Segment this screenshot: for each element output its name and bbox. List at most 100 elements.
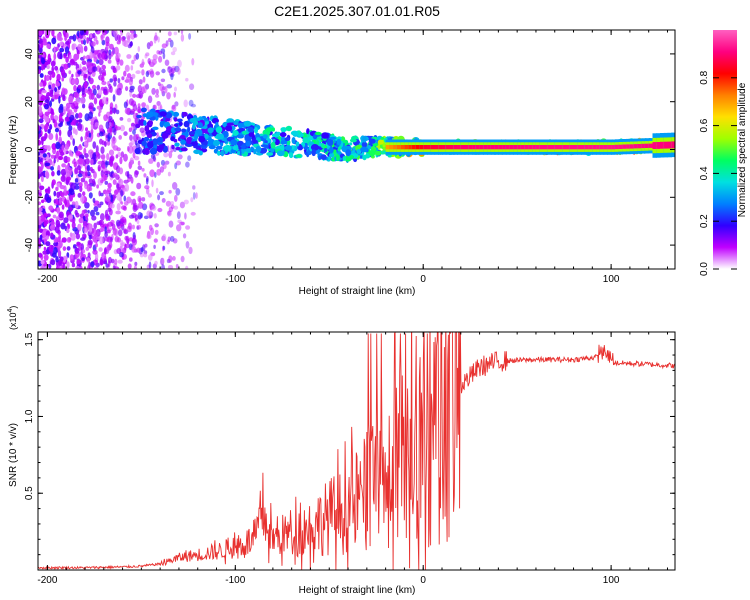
- noise-speckle: [90, 209, 95, 217]
- noise-speckle: [70, 194, 73, 202]
- noise-speckle: [105, 41, 110, 47]
- ridge-band-cell: [547, 145, 552, 150]
- noise-speckle: [128, 98, 134, 106]
- noise-speckle: [81, 257, 85, 261]
- ridge-band-cell: [618, 144, 623, 149]
- noise-speckle: [185, 77, 189, 82]
- noise-speckle: [165, 200, 172, 207]
- noise-speckle: [56, 191, 61, 198]
- noise-speckle: [121, 76, 125, 81]
- noise-speckle: [145, 178, 149, 185]
- noise-speckle: [96, 105, 101, 110]
- ridge-band-cell: [494, 145, 499, 150]
- ridge-blob: [366, 145, 372, 150]
- ridge-band-cell: [396, 145, 402, 150]
- noise-speckle: [146, 233, 152, 240]
- ridge-blob: [280, 127, 288, 132]
- ridge-band-cell: [460, 145, 466, 150]
- ridge-band-cell: [543, 145, 548, 150]
- ridge-blob: [143, 136, 150, 142]
- ridge-blob: [362, 154, 367, 161]
- noise-speckle: [182, 233, 187, 239]
- spectrogram-y-label: Frequency (Hz): [8, 116, 19, 185]
- noise-speckle: [38, 238, 41, 247]
- ridge-band-cell: [671, 141, 675, 149]
- noise-speckle: [128, 127, 132, 133]
- noise-speckle: [67, 110, 71, 118]
- noise-speckle: [158, 55, 163, 63]
- noise-speckle: [100, 154, 106, 160]
- noise-speckle: [90, 261, 95, 268]
- noise-speckle: [56, 33, 62, 41]
- y-tick-label: -20: [24, 190, 35, 205]
- noise-speckle: [95, 243, 98, 248]
- noise-speckle: [162, 233, 167, 242]
- noise-speckle: [66, 190, 70, 195]
- noise-speckle: [77, 145, 83, 151]
- ridge-band-cell: [562, 145, 567, 150]
- noise-speckle: [75, 113, 79, 119]
- noise-speckle: [58, 136, 62, 145]
- ridge-blob: [342, 139, 349, 144]
- noise-speckle: [107, 221, 113, 227]
- ridge-blob: [187, 126, 191, 133]
- noise-speckle: [124, 64, 130, 72]
- noise-speckle: [56, 73, 61, 82]
- ridge-blob: [284, 145, 293, 151]
- noise-speckle: [99, 236, 104, 245]
- ridge-blob: [254, 126, 258, 134]
- noise-speckle: [45, 34, 49, 39]
- noise-speckle: [129, 41, 133, 47]
- snr-series-line: [38, 332, 675, 570]
- noise-speckle: [124, 243, 131, 249]
- ridge-blob: [207, 127, 214, 134]
- ridge-band-cell: [577, 145, 582, 150]
- noise-speckle: [80, 237, 86, 241]
- ridge-blob: [285, 125, 292, 132]
- noise-speckle: [108, 53, 112, 60]
- ridge-band-cell: [539, 145, 545, 150]
- ridge-blob: [208, 145, 216, 150]
- noise-speckle: [136, 247, 141, 253]
- noise-speckle: [112, 74, 117, 82]
- noise-speckle: [100, 34, 104, 41]
- noise-speckle: [169, 72, 175, 78]
- noise-speckle: [90, 41, 96, 47]
- ridge-band-cell: [611, 145, 616, 150]
- noise-speckle: [110, 65, 115, 70]
- noise-speckle: [131, 224, 135, 230]
- noise-speckle: [70, 121, 75, 126]
- noise-speckle: [113, 46, 119, 55]
- noise-speckle: [48, 244, 54, 253]
- noise-speckle: [93, 56, 98, 63]
- noise-speckle: [61, 238, 66, 243]
- noise-speckle: [53, 241, 59, 247]
- ridge-band-cell: [675, 137, 679, 152]
- noise-speckle: [105, 190, 109, 197]
- noise-speckle: [187, 155, 192, 162]
- noise-speckle: [172, 238, 178, 244]
- ridge-band-cell: [566, 145, 571, 150]
- ridge-band-cell: [596, 145, 601, 150]
- ridge-blob: [255, 137, 261, 141]
- noise-speckle: [49, 124, 53, 130]
- noise-speckle: [59, 53, 63, 60]
- noise-speckle: [134, 214, 139, 221]
- noise-speckle: [54, 225, 60, 234]
- noise-speckle: [107, 182, 112, 189]
- ridge-blob: [247, 127, 254, 133]
- noise-speckle: [119, 156, 123, 165]
- noise-speckle: [39, 82, 43, 87]
- noise-speckle: [137, 85, 143, 93]
- ridge-blob: [197, 122, 203, 129]
- noise-speckle: [113, 107, 116, 115]
- ridge-blob: [241, 144, 246, 150]
- ridge-blob: [224, 144, 232, 152]
- noise-speckle: [57, 242, 62, 248]
- noise-speckle: [48, 205, 54, 211]
- noise-speckle: [39, 38, 43, 44]
- noise-speckle: [38, 105, 43, 114]
- noise-speckle: [86, 171, 91, 177]
- noise-speckle: [83, 45, 88, 52]
- noise-speckle: [48, 84, 52, 90]
